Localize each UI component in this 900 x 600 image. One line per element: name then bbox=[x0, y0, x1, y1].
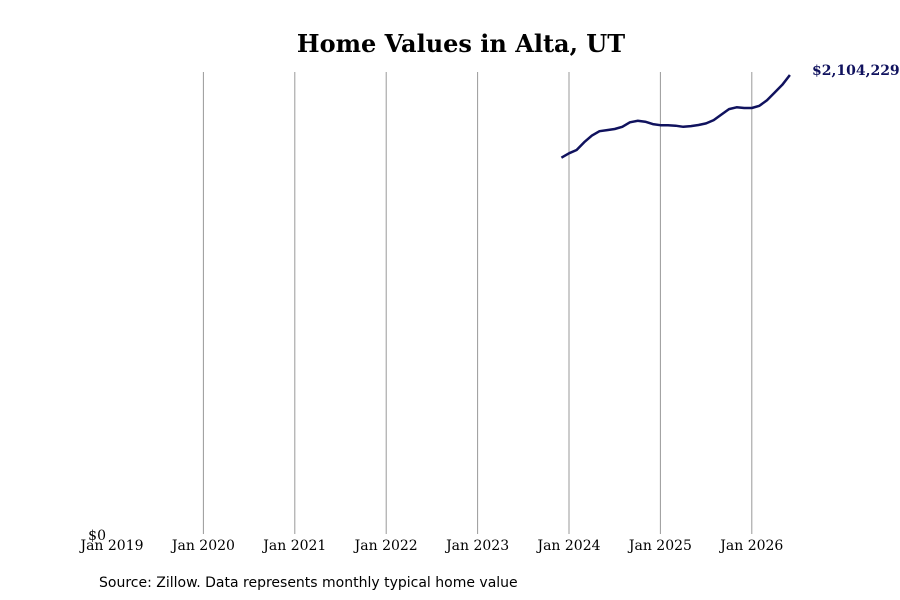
x-tick-label: Jan 2026 bbox=[718, 538, 783, 554]
x-tick-label: Jan 2021 bbox=[261, 538, 326, 554]
x-tick-label: Jan 2019 bbox=[78, 538, 143, 554]
source-note: Source: Zillow. Data represents monthly … bbox=[99, 575, 518, 591]
series-group bbox=[560, 74, 791, 159]
grid-lines bbox=[202, 72, 753, 534]
end-value-label: $2,104,229 bbox=[812, 63, 900, 79]
series-line bbox=[560, 74, 791, 159]
x-axis-ticks: Jan 2019 Jan 2020 Jan 2021 Jan 2022 Jan 2023… bbox=[78, 538, 783, 554]
x-tick-label: Jan 2025 bbox=[627, 538, 692, 554]
x-tick-label: Jan 2024 bbox=[535, 538, 600, 554]
x-tick-label: Jan 2020 bbox=[170, 538, 235, 554]
x-tick-label: Jan 2023 bbox=[444, 538, 509, 554]
x-tick-label: Jan 2022 bbox=[353, 538, 418, 554]
y-axis-zero-label: $0 bbox=[88, 528, 106, 544]
chart-title: Home Values in Alta, UT bbox=[297, 29, 625, 58]
